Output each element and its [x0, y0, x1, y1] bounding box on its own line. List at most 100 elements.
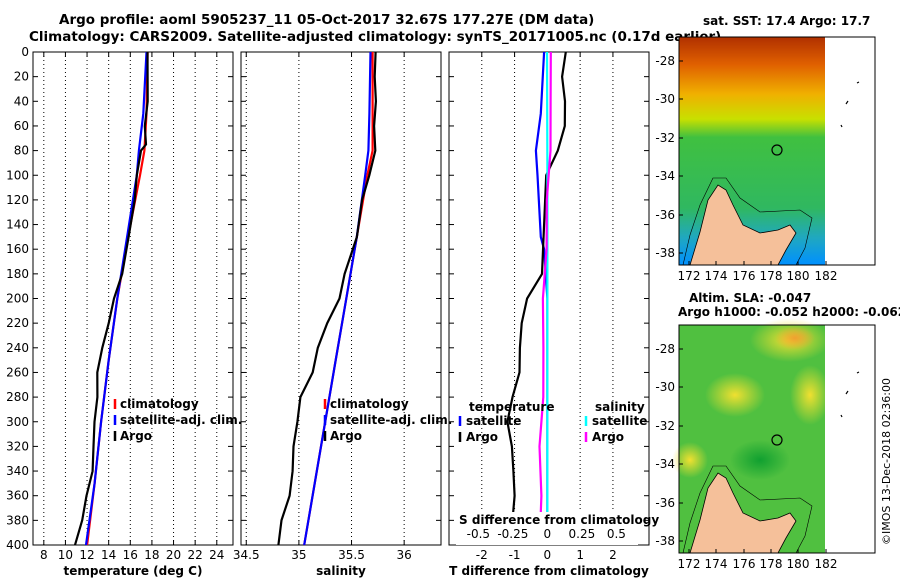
x-tick-label: 35.5: [338, 548, 365, 562]
x-axis-label: salinity: [316, 564, 366, 578]
map-y-tick-label: -36: [655, 496, 675, 510]
y-tick-label: 120: [6, 193, 29, 207]
sla-ticks: 172 174 176 178 180 182 -28 -30 -32 -34 -36 -38: [655, 342, 837, 571]
series-line-salinity-argo: [538, 51, 552, 546]
y-tick-label: 180: [6, 267, 29, 281]
legend-label: Argo: [466, 430, 498, 444]
legend-label: Argo: [592, 430, 624, 444]
y-tick-label: 260: [6, 365, 29, 379]
sla-islands: [840, 371, 860, 418]
nz-land-sla: [689, 472, 797, 554]
y-tick-label: 220: [6, 316, 29, 330]
y-tick-label: 280: [6, 390, 29, 404]
legend-title: temperature: [469, 400, 554, 414]
y-tick-label: 140: [6, 218, 29, 232]
sla-argo-position: [771, 434, 783, 446]
legend-label: satellite: [466, 414, 521, 428]
x-axis-label: temperature (deg C): [64, 564, 203, 578]
sla-map-title1: Altim. SLA: -0.047: [689, 291, 812, 305]
legend-label: Argo: [120, 429, 152, 443]
plot-frame: [32, 51, 234, 546]
x-tick-label: 24: [209, 548, 224, 562]
y-tick-label: 240: [6, 341, 29, 355]
title-line1: Argo profile: aoml 5905237_11 05-Oct-201…: [59, 12, 595, 28]
map-y-tick-label: -30: [655, 380, 675, 394]
map-y-tick-label: -28: [655, 54, 675, 68]
map-x-tick-label: 180: [787, 557, 810, 571]
sst-map-title: sat. SST: 17.4 Argo: 17.7: [703, 14, 871, 28]
x-axis-label: T difference from climatology: [449, 564, 649, 578]
sst-contour: [682, 177, 813, 266]
x-tick-label: 18: [144, 548, 159, 562]
s-tick-label: 0: [544, 527, 552, 541]
legend-label: satellite-adj. clim.: [330, 413, 452, 427]
map-x-tick-label: 176: [733, 269, 756, 283]
x-tick-label: 35: [291, 548, 306, 562]
map-y-tick-label: -32: [655, 419, 675, 433]
y-tick-label: 20: [14, 70, 29, 84]
credit: ©IMOS 13-Dec-2018 02:36:00: [880, 378, 893, 545]
map-x-tick-label: 172: [678, 269, 701, 283]
x-tick-label: 16: [123, 548, 138, 562]
map-x-tick-label: 180: [787, 269, 810, 283]
map-x-tick-label: 178: [760, 269, 783, 283]
legend-label: climatology: [120, 397, 199, 411]
sst-frame: [678, 36, 876, 266]
map-x-tick-label: 182: [815, 557, 838, 571]
sla-blob: [730, 440, 790, 480]
y-tick-label: 200: [6, 292, 29, 306]
panel-difference: -2 -1 0 1 2 T difference from climatology temp…: [448, 51, 659, 578]
map-x-tick-label: 172: [678, 557, 701, 571]
sst-argo-position: [771, 144, 783, 156]
x-tick-label: 10: [58, 548, 73, 562]
x-tick-label: 8: [40, 548, 48, 562]
legend-label: satellite: [592, 414, 647, 428]
sst-ticks: 172 174 176 178 180 182 -28 -30 -32 -34 -36 -38: [655, 54, 837, 283]
series-line-argo: [277, 51, 378, 546]
y-tick-label: 360: [6, 489, 29, 503]
map-x-tick-label: 174: [705, 557, 728, 571]
sst-map: 172 174 176 178 180 182 -28 -30 -32 -34 -36 -38: [655, 36, 876, 283]
sst-islands: [840, 81, 860, 128]
x-tick-label: 2: [609, 548, 617, 562]
map-y-tick-label: -30: [655, 92, 675, 106]
map-y-tick-label: -34: [655, 457, 675, 471]
panel-temperature: 8 10 12 14 16 18 20 22 2402040608010012014016018…: [6, 45, 242, 578]
y-tick-label: 400: [6, 538, 29, 552]
legend-label: Argo: [330, 429, 362, 443]
x-tick-label: -2: [476, 548, 488, 562]
s-tick-label: -0.25: [497, 527, 528, 541]
y-tick-label: 40: [14, 94, 29, 108]
map-y-tick-label: -38: [655, 534, 675, 548]
sla-map-title2: Argo h1000: -0.052 h2000: -0.062: [678, 305, 900, 319]
sla-blob: [790, 365, 830, 425]
panel-salinity: 34.5 35 35.5 36 salinity climatology satellite…: [233, 51, 452, 578]
legend-label: satellite-adj. clim.: [120, 413, 242, 427]
map-x-tick-label: 178: [760, 557, 783, 571]
sla-blob: [705, 373, 765, 417]
y-tick-label: 60: [14, 119, 29, 133]
map-x-tick-label: 174: [705, 269, 728, 283]
y-tick-label: 100: [6, 168, 29, 182]
y-tick-label: 380: [6, 513, 29, 527]
map-y-tick-label: -32: [655, 131, 675, 145]
sla-frame: [678, 324, 876, 554]
nz-land-sst: [689, 184, 797, 266]
sla-blob: [672, 442, 708, 478]
map-x-tick-label: 176: [733, 557, 756, 571]
s-tick-label: -0.5: [467, 527, 490, 541]
y-tick-label: 320: [6, 439, 29, 453]
y-tick-label: 160: [6, 242, 29, 256]
sla-contour: [682, 465, 813, 554]
map-y-tick-label: -34: [655, 169, 675, 183]
y-tick-label: 80: [14, 144, 29, 158]
y-tick-label: 0: [21, 45, 29, 59]
x-tick-label: 14: [101, 548, 116, 562]
s-tick-label: 0.25: [569, 527, 596, 541]
series-line-argo: [73, 51, 149, 546]
sla-nodata: [825, 325, 875, 553]
x-tick-label: 1: [576, 548, 584, 562]
